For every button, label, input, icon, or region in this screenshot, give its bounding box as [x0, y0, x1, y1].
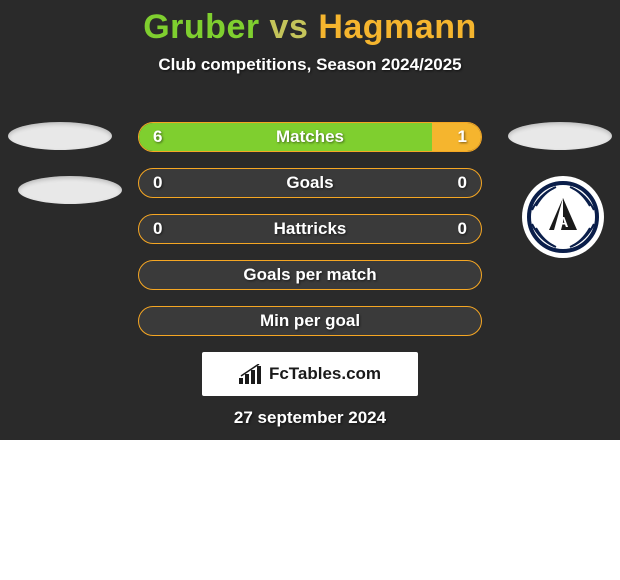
brand-text: FcTables.com — [269, 364, 381, 384]
comparison-panel: Gruber vs Hagmann Club competitions, Sea… — [0, 0, 620, 440]
bar-left-value: 0 — [153, 215, 162, 243]
bar-label: Hattricks — [139, 215, 481, 243]
club-logo-left-top — [8, 122, 112, 150]
stat-bar: Matches6 1 — [138, 122, 482, 152]
club-logo-left-bottom — [18, 176, 122, 204]
chart-icon — [239, 364, 265, 384]
bar-right-value: 0 — [458, 169, 467, 197]
crest-letter: A — [558, 214, 569, 231]
bar-label: Matches — [139, 123, 481, 151]
stat-bar: Goals per match — [138, 260, 482, 290]
stat-bar: Goals0 0 — [138, 168, 482, 198]
bar-label: Goals — [139, 169, 481, 197]
bar-left-value: 6 — [153, 123, 162, 151]
club-crest-right: A — [522, 176, 604, 258]
stat-bar: Hattricks0 0 — [138, 214, 482, 244]
page-title: Gruber vs Hagmann — [0, 0, 620, 47]
bar-label: Goals per match — [139, 261, 481, 289]
vs-text: vs — [270, 8, 309, 46]
brand-box[interactable]: FcTables.com — [202, 352, 418, 396]
bar-label: Min per goal — [139, 307, 481, 335]
player1-name: Gruber — [143, 8, 259, 46]
stat-bar: Min per goal — [138, 306, 482, 336]
bar-right-value: 0 — [458, 215, 467, 243]
bar-right-value: 1 — [458, 123, 467, 151]
bar-left-value: 0 — [153, 169, 162, 197]
stats-bars: Matches61Goals00Hattricks00Goals per mat… — [138, 122, 482, 352]
player2-name: Hagmann — [318, 8, 476, 46]
date-line: 27 september 2024 — [0, 408, 620, 428]
subtitle: Club competitions, Season 2024/2025 — [0, 55, 620, 75]
club-logo-right-top — [508, 122, 612, 150]
crest-icon: A — [526, 180, 600, 254]
brand-label: FcTables.com — [239, 364, 381, 384]
